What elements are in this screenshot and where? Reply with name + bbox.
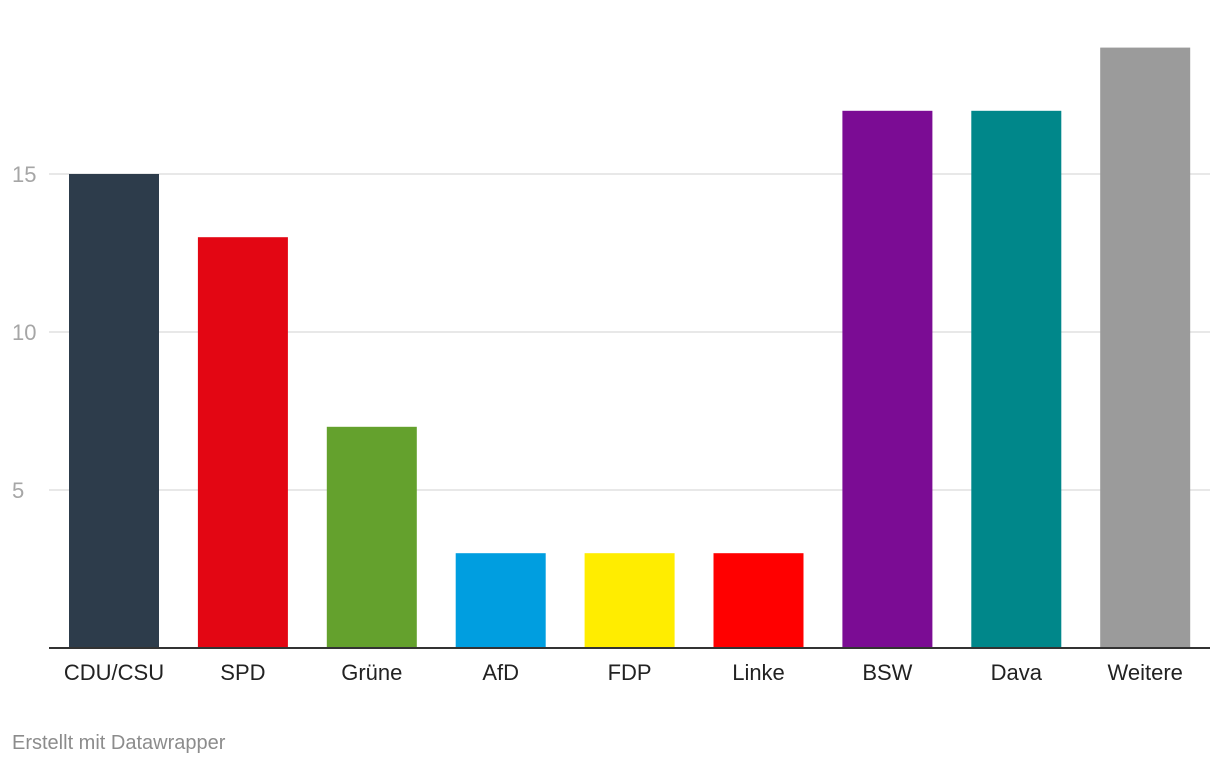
y-tick-label: 15 [12, 162, 36, 187]
bar-gr-ne [326, 426, 417, 648]
x-category-label: AfD [482, 660, 519, 685]
bar-cdu-csu [69, 174, 159, 648]
x-category-label: FDP [608, 660, 652, 685]
x-category-label: Weitere [1107, 660, 1182, 685]
bar-spd [197, 237, 288, 648]
bar-weitere [1100, 47, 1191, 649]
y-tick-label: 5 [12, 478, 24, 503]
bars [69, 47, 1191, 649]
x-category-label: Linke [732, 660, 785, 685]
bar-bsw [842, 110, 933, 649]
x-category-label: CDU/CSU [64, 660, 164, 685]
bar-afd [455, 553, 546, 648]
x-category-label: SPD [220, 660, 265, 685]
bar-dava [971, 110, 1062, 649]
bar-fdp [584, 553, 675, 648]
x-category-label: Grüne [341, 660, 402, 685]
bar-linke [713, 553, 804, 648]
credit-text: Erstellt mit Datawrapper [12, 732, 226, 754]
x-category-label: Dava [991, 660, 1043, 685]
x-category-label: BSW [862, 660, 912, 685]
labels: 5 10 15 CDU/CSU SPD Grüne AfD FDP Linke BSW Dava We… [12, 162, 1183, 685]
y-tick-label: 10 [12, 320, 36, 345]
